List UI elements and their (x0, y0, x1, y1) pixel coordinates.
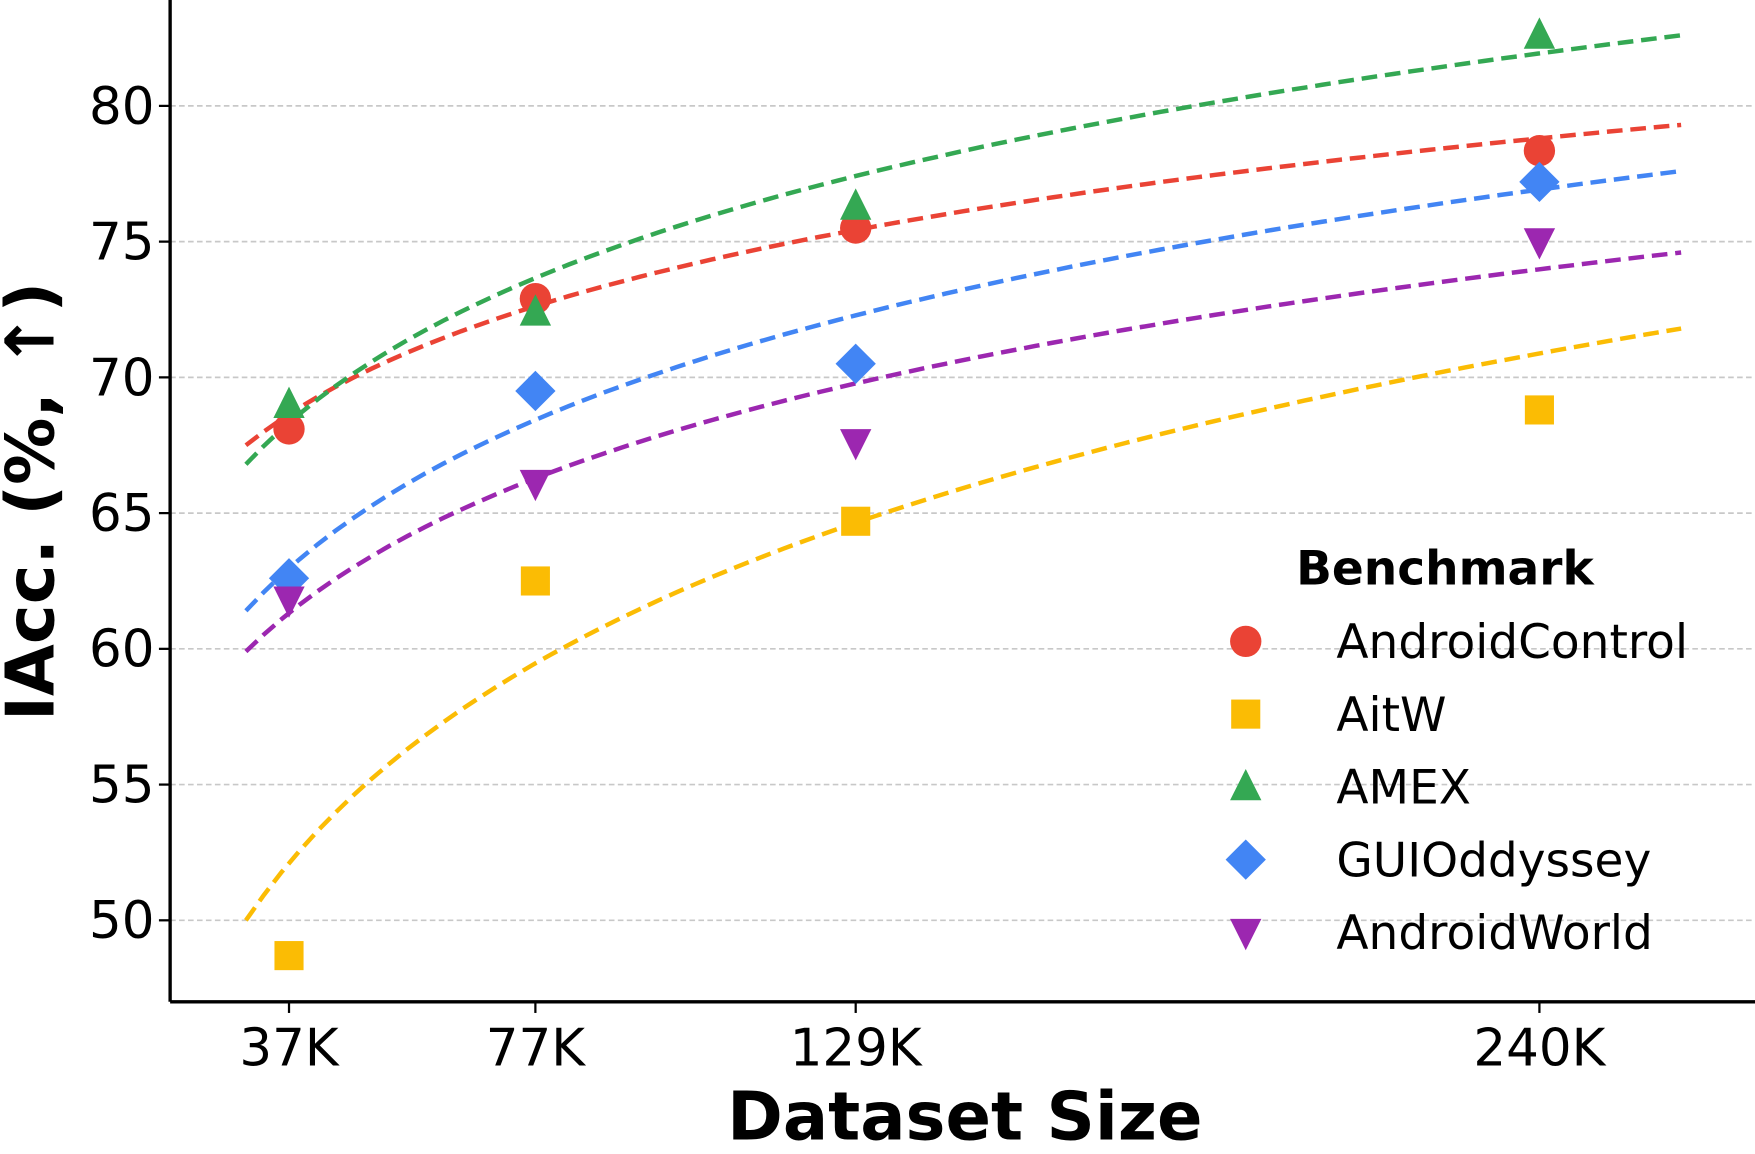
x-tick-label: 77K (486, 1019, 586, 1079)
x-ticks: 37K 77K 129K 240K (239, 1001, 1607, 1079)
y-tick-label: 50 (89, 891, 155, 951)
circle-marker (840, 212, 872, 244)
legend-item-aitw: AitW (1231, 688, 1447, 743)
x-axis-label: Dataset Size (727, 1077, 1202, 1154)
triangle-down-marker (1523, 228, 1556, 260)
legend-label: AndroidWorld (1336, 906, 1652, 961)
series-aitw (274, 395, 1554, 971)
triangle-down-marker (840, 429, 872, 461)
circle-marker (1230, 625, 1262, 658)
triangle-up-marker (519, 294, 552, 326)
triangle-down-marker (273, 586, 305, 618)
legend-item-guioddyssey: GUIOddyssey (1225, 833, 1651, 888)
x-tick-label: 129K (790, 1019, 923, 1079)
legend-item-amex: AMEX (1230, 761, 1471, 816)
trend-lines (244, 33, 1682, 922)
trend-line-guioddyssey (244, 168, 1682, 613)
legend-label: AMEX (1336, 761, 1471, 816)
series-androidcontrol (273, 135, 1556, 445)
triangle-up-marker (840, 188, 872, 220)
y-tick-label: 60 (89, 620, 155, 680)
y-tick-label: 75 (89, 213, 155, 273)
circle-marker (1523, 135, 1556, 167)
series-guioddyssey (268, 161, 1560, 599)
triangle-up-marker (273, 386, 305, 418)
square-marker (274, 941, 304, 971)
series-androidworld (273, 228, 1556, 618)
trend-line-amex (244, 33, 1682, 466)
y-ticks: 50 55 60 65 70 75 80 (89, 77, 171, 951)
diamond-marker (835, 343, 876, 384)
square-marker (1524, 395, 1554, 425)
circle-marker (273, 413, 305, 445)
diamond-marker (1519, 161, 1560, 203)
triangle-up-marker (1523, 17, 1556, 49)
triangle-down-marker (519, 469, 552, 502)
legend-title: Benchmark (1296, 541, 1595, 596)
legend-label: AitW (1336, 688, 1446, 743)
y-axis-label: IAcc. (%, ↑) (0, 282, 70, 721)
x-tick-label: 240K (1473, 1019, 1606, 1079)
y-tick-label: 55 (89, 755, 155, 815)
series-amex (273, 17, 1556, 418)
legend: Benchmark AndroidControl AitW AMEX GUIOddys… (1225, 541, 1688, 961)
square-marker (520, 566, 550, 596)
trend-line-androidcontrol (244, 122, 1682, 448)
square-marker (1231, 699, 1261, 729)
diamond-marker (1225, 839, 1266, 880)
triangle-up-marker (1230, 768, 1262, 801)
y-tick-label: 65 (89, 484, 155, 544)
legend-label: AndroidControl (1336, 615, 1688, 670)
x-tick-label: 37K (239, 1019, 339, 1079)
legend-label: GUIOddyssey (1336, 833, 1651, 888)
triangle-down-marker (1230, 918, 1262, 951)
grid-lines (170, 105, 1755, 922)
diamond-marker (515, 370, 556, 412)
y-tick-label: 70 (89, 348, 155, 408)
trend-line-androidworld (244, 250, 1682, 654)
legend-item-androidcontrol: AndroidControl (1230, 615, 1688, 670)
y-tick-label: 80 (89, 77, 155, 137)
legend-item-androidworld: AndroidWorld (1230, 906, 1653, 961)
trend-line-aitw (244, 326, 1682, 922)
square-marker (841, 506, 871, 536)
